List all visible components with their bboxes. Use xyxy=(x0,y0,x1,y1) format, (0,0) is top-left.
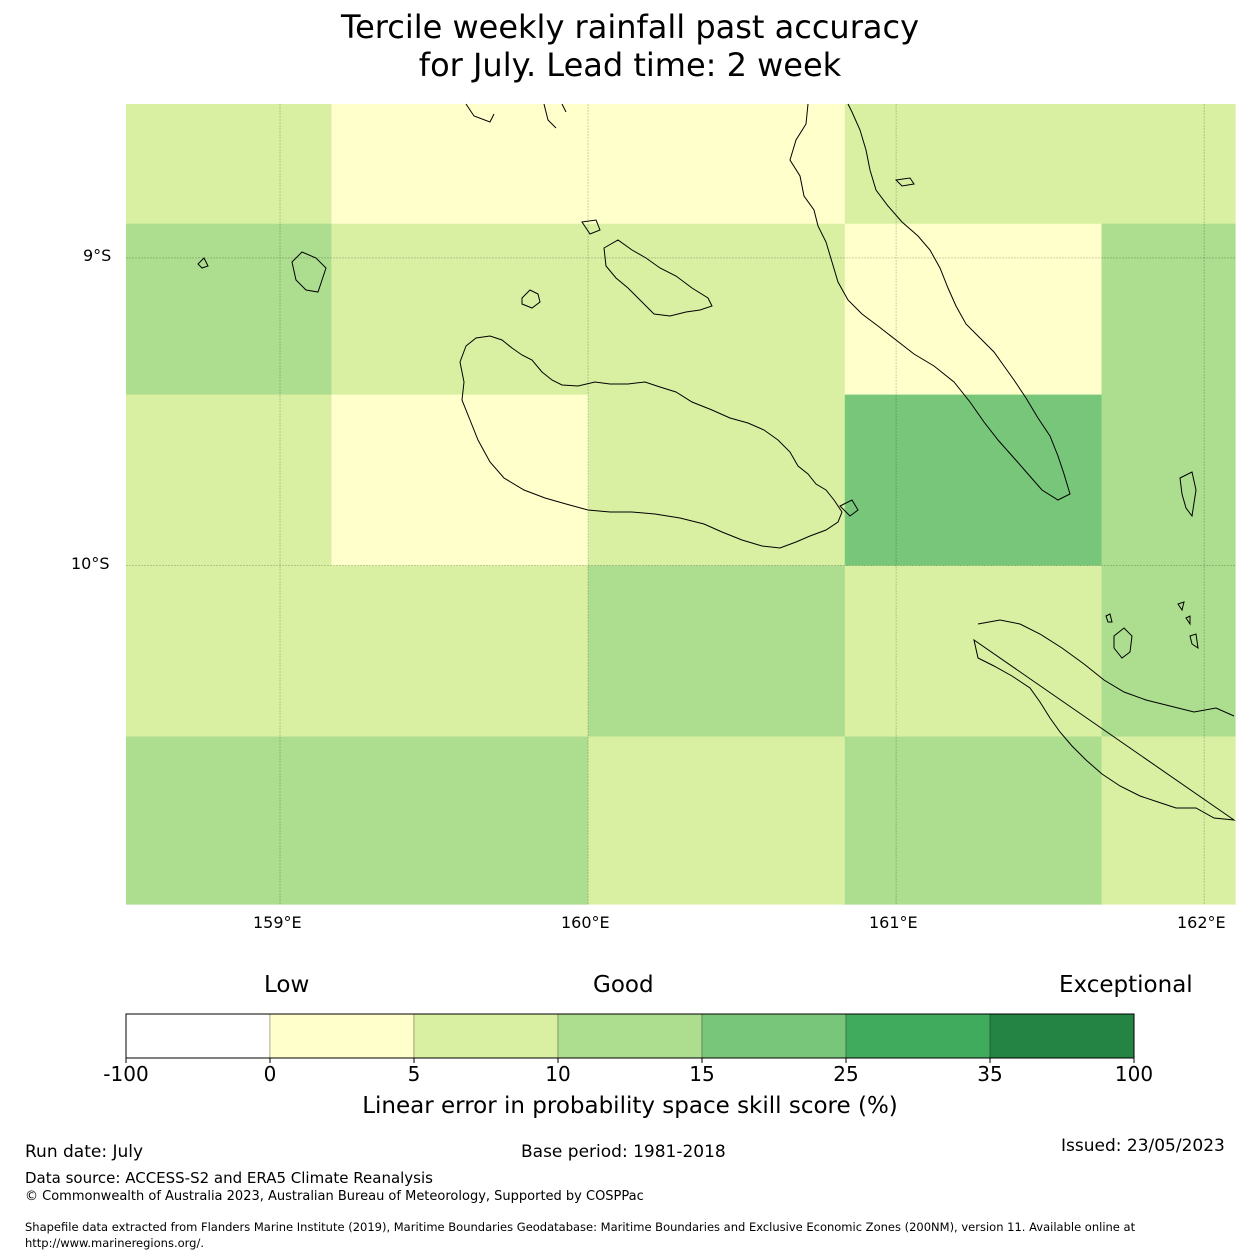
colorbar-segment xyxy=(125,1013,271,1059)
coastline-makira xyxy=(973,619,1236,821)
data-source: Data source: ACCESS-S2 and ERA5 Climate … xyxy=(25,1169,433,1187)
grid-cell xyxy=(844,736,1103,905)
colorbar xyxy=(125,1013,1135,1063)
coastline-islet-2 xyxy=(581,219,601,235)
lat-label-10s: 10°S xyxy=(71,554,110,573)
base-period: Base period: 1981-2018 xyxy=(521,1142,726,1162)
grid-cell xyxy=(844,565,1103,738)
grid-cell xyxy=(1101,394,1236,567)
grid-cell xyxy=(126,394,332,567)
colorbar-category-good: Good xyxy=(593,972,654,998)
coastlines xyxy=(197,103,1236,821)
colorbar-segment xyxy=(557,1013,703,1059)
lon-label-162e: 162°E xyxy=(1177,913,1226,932)
coastline-small-malaita xyxy=(1179,471,1197,518)
colorbar-title: Linear error in probability space skill … xyxy=(362,1093,898,1119)
grid-cell xyxy=(588,104,846,225)
grid-cell xyxy=(1101,565,1236,738)
colorbar-segment xyxy=(269,1013,415,1059)
chart-title-line2: for July. Lead time: 2 week xyxy=(418,46,842,84)
grid-cell xyxy=(588,736,846,905)
colorbar-tick-label: 25 xyxy=(833,1062,859,1086)
colorbar-tick-label: -100 xyxy=(103,1062,149,1086)
grid-cell xyxy=(588,565,846,738)
grid-cell xyxy=(126,736,332,905)
coastline-russell-islands xyxy=(291,251,327,293)
colorbar-tick-label: 100 xyxy=(1114,1062,1154,1086)
colorbar-category-low: Low xyxy=(264,972,310,998)
coastline-islet-5 xyxy=(1177,601,1185,612)
colorbar-category-exceptional: Exceptional xyxy=(1059,972,1193,998)
colorbar-segment xyxy=(989,1013,1135,1059)
lat-label-9s: 9°S xyxy=(83,246,112,265)
chart-title-line1: Tercile weekly rainfall past accuracy xyxy=(340,8,919,46)
lon-label-160e: 160°E xyxy=(561,913,610,932)
coastline-islet-3 xyxy=(894,177,915,187)
lon-label-161e: 161°E xyxy=(869,913,918,932)
copyright: © Commonwealth of Australia 2023, Austra… xyxy=(25,1189,644,1204)
coastline-islet-1 xyxy=(197,257,209,269)
coastline-savo xyxy=(521,289,541,309)
grid-cell xyxy=(844,223,1103,396)
graticule xyxy=(126,104,1235,904)
coastline-islet-6 xyxy=(1185,615,1191,626)
grid-cell xyxy=(331,736,589,905)
grid-cell xyxy=(331,394,589,567)
colorbar-outline xyxy=(125,1013,1135,1059)
skill-grid xyxy=(126,104,1236,905)
colorbar-tick-label: 10 xyxy=(545,1062,571,1086)
grid-cell xyxy=(331,565,589,738)
coastline-ulawa xyxy=(1113,627,1133,659)
grid-cell xyxy=(331,223,589,396)
grid-cell xyxy=(588,394,846,567)
coastline-malaita xyxy=(789,103,1071,501)
colorbar-segment xyxy=(701,1013,847,1059)
coastline-guadalcanal xyxy=(459,335,843,549)
grid-cell xyxy=(588,223,846,396)
colorbar-tick-label: 5 xyxy=(407,1062,421,1086)
grid-cell xyxy=(1101,104,1236,225)
grid-cell xyxy=(1101,223,1236,396)
coastline-north-fragment xyxy=(465,103,567,129)
coastline-florida-islands xyxy=(603,239,713,317)
coastline-islet-7 xyxy=(1189,633,1199,650)
coastline-islet-4 xyxy=(1105,613,1113,623)
run-date: Run date: July xyxy=(25,1142,144,1162)
colorbar-tick-label: 15 xyxy=(689,1062,715,1086)
lon-label-159e: 159°E xyxy=(253,913,302,932)
grid-cell xyxy=(126,565,332,738)
colorbar-segment xyxy=(413,1013,559,1059)
shapefile-credit-line1: Shapefile data extracted from Flanders M… xyxy=(25,1220,1136,1234)
coastline-islet-8 xyxy=(839,499,859,517)
grid-cell xyxy=(126,104,332,225)
grid-cell xyxy=(1101,736,1236,905)
grid-cell xyxy=(844,104,1103,225)
colorbar-tick-label: 0 xyxy=(263,1062,277,1086)
grid-cell xyxy=(331,104,589,225)
issued-date: Issued: 23/05/2023 xyxy=(1061,1136,1225,1156)
grid-cell xyxy=(126,223,332,396)
grid-cell xyxy=(844,394,1103,567)
colorbar-tick-label: 35 xyxy=(977,1062,1003,1086)
shapefile-credit-line2: http://www.marineregions.org/. xyxy=(25,1236,204,1250)
colorbar-segment xyxy=(845,1013,991,1059)
